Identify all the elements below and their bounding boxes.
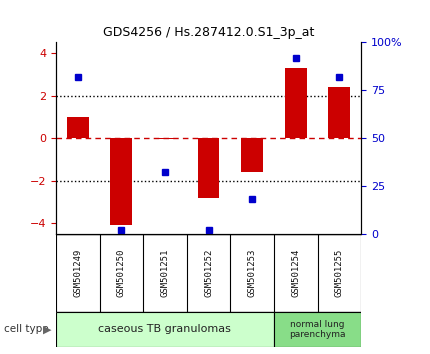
Text: GSM501253: GSM501253 [248,249,257,297]
Bar [285,68,307,138]
Text: GSM501254: GSM501254 [291,249,300,297]
Bar [329,87,350,138]
Bar [154,138,176,139]
Text: ▶: ▶ [43,324,52,334]
Text: GSM501250: GSM501250 [117,249,126,297]
Bar [111,138,132,225]
Bar [274,312,361,347]
Text: caseous TB granulomas: caseous TB granulomas [98,324,231,334]
Text: cell type: cell type [4,324,49,334]
Text: GSM501249: GSM501249 [73,249,82,297]
Text: GSM501251: GSM501251 [160,249,169,297]
Bar [198,138,219,198]
Text: GSM501255: GSM501255 [335,249,344,297]
Text: normal lung
parenchyma: normal lung parenchyma [289,320,346,339]
Title: GDS4256 / Hs.287412.0.S1_3p_at: GDS4256 / Hs.287412.0.S1_3p_at [103,25,314,39]
Bar [56,312,274,347]
Bar [67,117,89,138]
Bar [241,138,263,172]
Text: GSM501252: GSM501252 [204,249,213,297]
